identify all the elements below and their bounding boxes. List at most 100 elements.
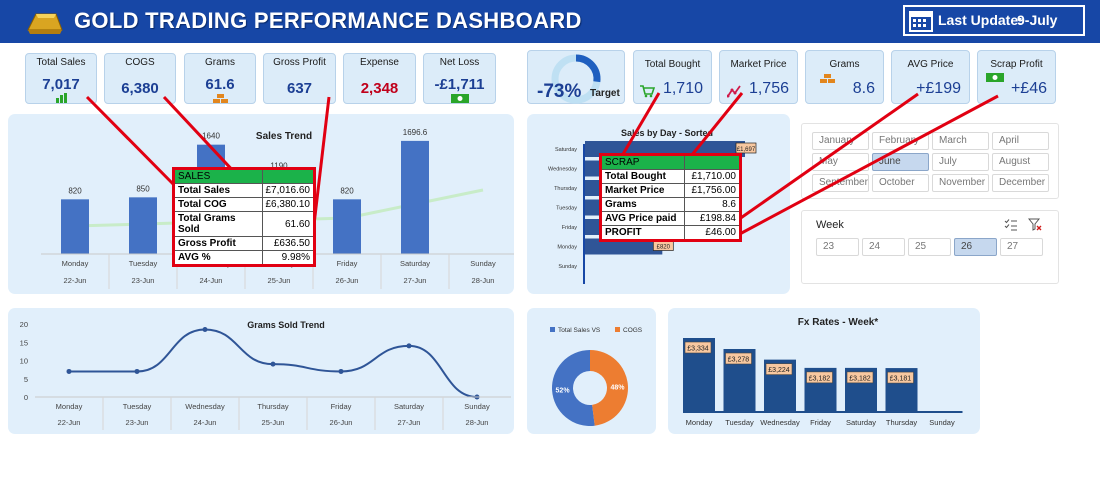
table-row: Total Grams Sold 61.60 — [173, 211, 315, 237]
data-label: 48% — [610, 384, 625, 391]
row-label: PROFIT — [599, 225, 686, 241]
week-button-23[interactable]: 23 — [816, 238, 859, 256]
tick-label: 22-Jun — [64, 276, 87, 285]
chart-title: Sales by Day - Sorted — [621, 128, 713, 138]
row-label: AVG Price paid — [599, 211, 686, 226]
kpi-total-bought: Total Bought 1,710 — [633, 50, 712, 104]
month-button-march[interactable]: March — [932, 132, 989, 150]
data-point — [134, 368, 140, 374]
data-label: £3,181 — [890, 376, 912, 383]
row-value: £1,710.00 — [684, 169, 741, 184]
tick-label: 28-Jun — [466, 418, 489, 427]
kpi-label: Gross Profit — [273, 57, 326, 68]
week-slicer: Week 23 24 25 26 27 — [801, 210, 1059, 284]
month-button-december[interactable]: December — [992, 174, 1049, 192]
table-header-cell: SALES — [173, 168, 263, 184]
clear-filter-icon[interactable] — [1028, 218, 1042, 231]
pie-slice — [552, 350, 595, 426]
table-row: Total Bought £1,710.00 — [599, 169, 741, 184]
bar — [61, 199, 89, 254]
tick-label: Sunday — [558, 264, 577, 270]
week-slicer-label: Week — [816, 219, 844, 231]
tick-label: Sunday — [464, 402, 490, 411]
tick-label: Thursday — [257, 402, 289, 411]
tick-label: 15 — [20, 338, 28, 347]
tick-label: Monday — [686, 418, 713, 427]
tick-label: Sunday — [470, 259, 496, 268]
kpi-grams: Grams 61.6 — [184, 53, 256, 104]
tick-label: Monday — [557, 245, 577, 251]
dashboard-title: GOLD TRADING PERFORMANCE DASHBOARD — [74, 8, 582, 33]
tick-label: 0 — [24, 393, 28, 402]
month-button-july[interactable]: July — [932, 153, 989, 171]
row-value: £636.50 — [261, 236, 315, 251]
month-button-september[interactable]: September — [812, 174, 869, 192]
data-label-box — [684, 341, 712, 354]
month-button-january[interactable]: January — [812, 132, 869, 150]
month-button-november[interactable]: November — [932, 174, 989, 192]
table-header-cell — [261, 168, 315, 184]
month-button-april[interactable]: April — [992, 132, 1049, 150]
tick-label: 24-Jun — [200, 276, 223, 285]
week-button-24[interactable]: 24 — [862, 238, 905, 256]
tick-label: Saturday — [400, 259, 430, 268]
week-button-26[interactable]: 26 — [954, 238, 997, 256]
kpi-net-loss: Net Loss -£1,711 — [423, 53, 496, 104]
tick-label: 22-Jun — [58, 418, 81, 427]
data-label-box — [725, 352, 752, 365]
kpi-label: Grams — [829, 59, 860, 70]
row-value: £6,380.10 — [261, 197, 315, 212]
tick-label: Wednesday — [548, 167, 577, 173]
kpi-label: Expense — [360, 57, 399, 68]
kpi-value: 61.6 — [205, 76, 235, 93]
table-row: Gross Profit £636.50 — [173, 236, 315, 251]
kpi-label: Total Sales — [36, 57, 86, 68]
data-label: £3,182 — [849, 375, 871, 382]
bar-chart-icon — [56, 93, 67, 103]
cash-icon — [451, 94, 469, 103]
kpi-avg-price: AVG Price +£199 — [891, 50, 970, 104]
fx-rates-chart: Fx Rates - Week* £3,334 Monday £3,278 Tuesda… — [683, 317, 963, 427]
week-button-25[interactable]: 25 — [908, 238, 951, 256]
row-value: £1,756.00 — [684, 183, 741, 198]
table-row: Grams 8.6 — [599, 197, 741, 212]
row-value: 9.98% — [261, 250, 315, 266]
week-button-27[interactable]: 27 — [1000, 238, 1043, 256]
tick-label: Friday — [562, 225, 578, 231]
kpi-label: Net Loss — [439, 57, 480, 68]
tick-label: Saturday — [394, 402, 424, 411]
month-button-february[interactable]: February — [872, 132, 929, 150]
tick-label: Saturday — [555, 147, 577, 153]
legend-label: Total Sales VS — [558, 327, 601, 334]
tick-label: Monday — [62, 259, 89, 268]
kpi-value: 8.6 — [852, 80, 875, 97]
chart-title: Fx Rates - Week* — [798, 317, 879, 328]
row-label: Total Sales — [173, 183, 263, 198]
tick-label: Saturday — [846, 418, 876, 427]
kpi-value: 1,710 — [662, 80, 703, 97]
tick-label: 10 — [20, 357, 28, 366]
row-value: 8.6 — [684, 197, 741, 212]
kpi-target: -73% Target — [527, 50, 625, 104]
tick-label: Friday — [810, 418, 831, 427]
kpi-market-price: Market Price 1,756 — [719, 50, 798, 104]
table-row: Market Price £1,756.00 — [599, 183, 741, 198]
last-update-label: Last Update: — [938, 12, 1023, 28]
month-button-june[interactable]: June — [872, 153, 929, 171]
multi-select-icon[interactable] — [1004, 218, 1018, 231]
month-slicer: January February March April May June July Augu… — [801, 123, 1059, 199]
target-ring — [551, 54, 601, 104]
tick-label: Monday — [56, 402, 83, 411]
data-label: 850 — [136, 184, 150, 193]
month-button-october[interactable]: October — [872, 174, 929, 192]
month-button-august[interactable]: August — [992, 153, 1049, 171]
row-label: Total Grams Sold — [173, 211, 263, 237]
table-header-row: SCRAP — [599, 154, 741, 170]
target-label: Target — [590, 88, 620, 99]
month-button-may[interactable]: May — [812, 153, 869, 171]
fx-rates-panel: Fx Rates - Week* £3,334 Monday £3,278 Tuesda… — [668, 308, 980, 434]
kpi-scrap-profit: Scrap Profit +£46 — [977, 50, 1056, 104]
row-value: £46.00 — [684, 225, 741, 241]
kpi-label: COGS — [125, 57, 155, 68]
